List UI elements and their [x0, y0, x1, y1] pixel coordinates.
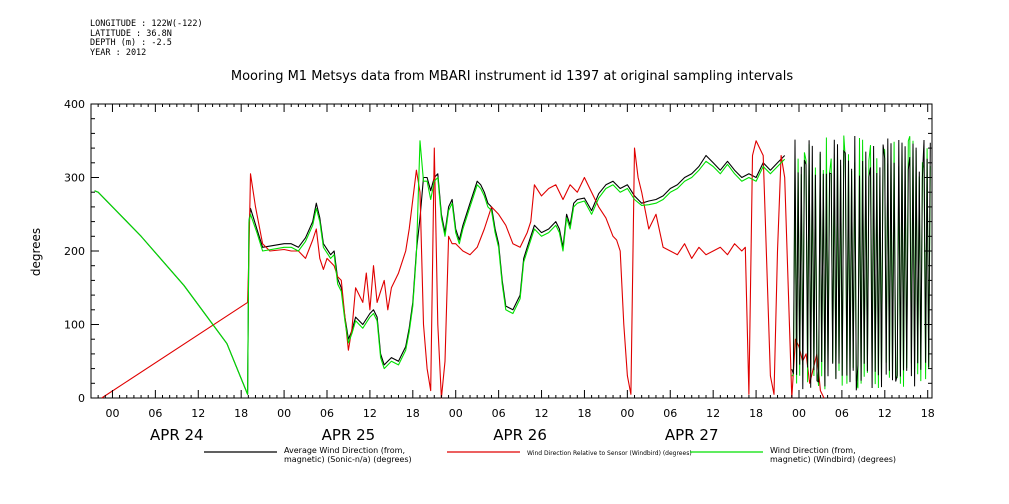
x-tick-label: 00 [449, 407, 463, 420]
y-tick-label: 100 [64, 319, 85, 332]
average-noisy-tail [791, 135, 931, 391]
x-tick-label: 12 [535, 407, 549, 420]
legend-label: magnetic) (Windbird) (degrees) [770, 455, 896, 464]
average-wind-direction-line [94, 154, 786, 395]
legend: Average Wind Direction (from,magnetic) (… [204, 446, 896, 464]
series-layer [94, 135, 931, 399]
x-tick-label: 06 [835, 407, 849, 420]
meta-depth: DEPTH (m) : -2.5 [90, 38, 172, 48]
date-label: APR 25 [322, 426, 376, 444]
relative-wind-direction-line [101, 140, 825, 399]
meta-latitude: LATITUDE : 36.8N [90, 28, 172, 39]
date-label: APR 27 [665, 426, 719, 444]
meta-year: YEAR : 2012 [90, 47, 147, 58]
legend-label: Wind Direction (from, [770, 446, 856, 455]
legend-label: Average Wind Direction (from, [284, 446, 405, 455]
x-tick-label: 06 [148, 407, 162, 420]
y-tick-label: 200 [64, 245, 85, 258]
x-tick-label: 18 [921, 407, 935, 420]
metadata-block: LONGITUDE : 122W(-122) LATITUDE : 36.8N … [90, 19, 203, 58]
x-tick-label: 12 [191, 407, 205, 420]
legend-label: Wind Direction Relative to Sensor (Windb… [527, 450, 692, 457]
x-tick-label: 12 [706, 407, 720, 420]
x-tick-label: 18 [406, 407, 420, 420]
windbird-wind-direction-line [94, 140, 786, 395]
y-tick-label: 400 [64, 98, 85, 111]
x-tick-label: 06 [492, 407, 506, 420]
x-tick-label: 00 [620, 407, 634, 420]
x-tick-label: 12 [363, 407, 377, 420]
x-tick-label: 06 [663, 407, 677, 420]
meta-longitude: LONGITUDE : 122W(-122) [90, 19, 203, 29]
x-tick-label: 06 [320, 407, 334, 420]
legend-label: magnetic) (Sonic-n/a) (degrees) [284, 455, 412, 464]
x-tick-label: 00 [792, 407, 806, 420]
x-tick-label: 18 [577, 407, 591, 420]
y-axis-label: degrees [29, 228, 43, 276]
x-tick-label: 12 [878, 407, 892, 420]
x-tick-label: 00 [277, 407, 291, 420]
y-tick-label: 0 [78, 392, 85, 405]
x-tick-label: 18 [234, 407, 248, 420]
x-tick-label: 18 [749, 407, 763, 420]
x-tick-label: 00 [105, 407, 119, 420]
axes: 0 100 200 300 400 00 06 12 18 00 06 12 18 00 06 12 18 00 0… [64, 98, 935, 444]
date-label: APR 26 [493, 426, 547, 444]
chart-title: Mooring M1 Metsys data from MBARI instru… [231, 69, 793, 84]
y-tick-label: 300 [64, 172, 85, 185]
date-label: APR 24 [150, 426, 204, 444]
